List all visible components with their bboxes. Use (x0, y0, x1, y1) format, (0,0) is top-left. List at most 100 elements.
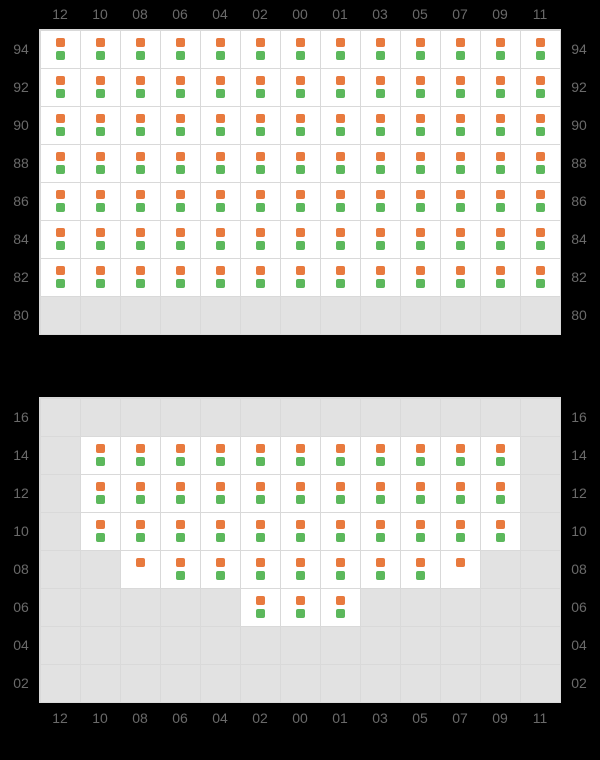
top-panel (40, 30, 560, 334)
marker-green (536, 127, 545, 136)
marker-orange (296, 152, 305, 161)
marker-green (496, 533, 505, 542)
marker-green (96, 89, 105, 98)
marker-orange (336, 76, 345, 85)
marker-orange (336, 190, 345, 199)
marker-orange (176, 482, 185, 491)
marker-orange (136, 228, 145, 237)
marker-green (96, 279, 105, 288)
marker-orange (456, 152, 465, 161)
marker-orange (136, 520, 145, 529)
marker-green (136, 127, 145, 136)
marker-green (136, 241, 145, 250)
marker-green (256, 89, 265, 98)
marker-green (376, 457, 385, 466)
marker-green (536, 165, 545, 174)
marker-green (416, 165, 425, 174)
marker-green (96, 533, 105, 542)
marker-green (296, 609, 305, 618)
row-label: 06 (564, 599, 594, 615)
marker-orange (376, 114, 385, 123)
marker-green (176, 457, 185, 466)
marker-green (456, 127, 465, 136)
marker-green (56, 241, 65, 250)
row-label: 80 (564, 307, 594, 323)
marker-green (456, 165, 465, 174)
marker-orange (536, 38, 545, 47)
marker-orange (376, 152, 385, 161)
marker-green (456, 241, 465, 250)
marker-orange (216, 190, 225, 199)
row-label: 92 (6, 79, 36, 95)
row-label: 14 (6, 447, 36, 463)
marker-green (176, 533, 185, 542)
marker-orange (376, 76, 385, 85)
col-label: 10 (80, 6, 120, 22)
marker-green (496, 279, 505, 288)
col-label: 00 (280, 6, 320, 22)
marker-orange (136, 38, 145, 47)
marker-orange (96, 444, 105, 453)
marker-green (216, 533, 225, 542)
marker-orange (296, 266, 305, 275)
marker-green (56, 165, 65, 174)
marker-green (496, 165, 505, 174)
marker-orange (416, 114, 425, 123)
seating-diagram: 9494929290908888868684848282808012100806… (0, 0, 600, 760)
marker-orange (456, 76, 465, 85)
marker-green (536, 279, 545, 288)
marker-green (496, 127, 505, 136)
marker-orange (496, 76, 505, 85)
marker-orange (496, 114, 505, 123)
marker-orange (56, 190, 65, 199)
marker-green (96, 203, 105, 212)
marker-orange (496, 38, 505, 47)
marker-orange (456, 228, 465, 237)
marker-orange (96, 76, 105, 85)
marker-green (416, 495, 425, 504)
marker-orange (216, 76, 225, 85)
marker-orange (136, 266, 145, 275)
col-label: 07 (440, 710, 480, 726)
marker-orange (536, 228, 545, 237)
marker-orange (416, 266, 425, 275)
marker-green (216, 89, 225, 98)
col-label: 06 (160, 710, 200, 726)
marker-orange (496, 152, 505, 161)
marker-orange (176, 520, 185, 529)
marker-orange (256, 76, 265, 85)
row-label: 94 (564, 41, 594, 57)
marker-orange (456, 444, 465, 453)
marker-orange (376, 558, 385, 567)
col-label: 08 (120, 6, 160, 22)
marker-green (336, 571, 345, 580)
row-label: 82 (6, 269, 36, 285)
marker-orange (456, 520, 465, 529)
row-label: 82 (564, 269, 594, 285)
marker-orange (296, 114, 305, 123)
marker-orange (56, 76, 65, 85)
row-label: 92 (564, 79, 594, 95)
marker-green (336, 241, 345, 250)
marker-orange (456, 190, 465, 199)
marker-green (416, 89, 425, 98)
marker-green (416, 457, 425, 466)
col-label: 11 (520, 710, 560, 726)
col-label: 05 (400, 710, 440, 726)
marker-green (496, 89, 505, 98)
marker-orange (416, 228, 425, 237)
marker-orange (536, 152, 545, 161)
marker-orange (336, 520, 345, 529)
marker-orange (96, 114, 105, 123)
row-label: 04 (6, 637, 36, 653)
marker-green (456, 533, 465, 542)
row-label: 12 (564, 485, 594, 501)
marker-green (296, 571, 305, 580)
marker-orange (456, 38, 465, 47)
marker-green (376, 279, 385, 288)
marker-orange (496, 444, 505, 453)
marker-orange (296, 190, 305, 199)
row-label: 04 (564, 637, 594, 653)
marker-orange (416, 38, 425, 47)
row-label: 16 (6, 409, 36, 425)
